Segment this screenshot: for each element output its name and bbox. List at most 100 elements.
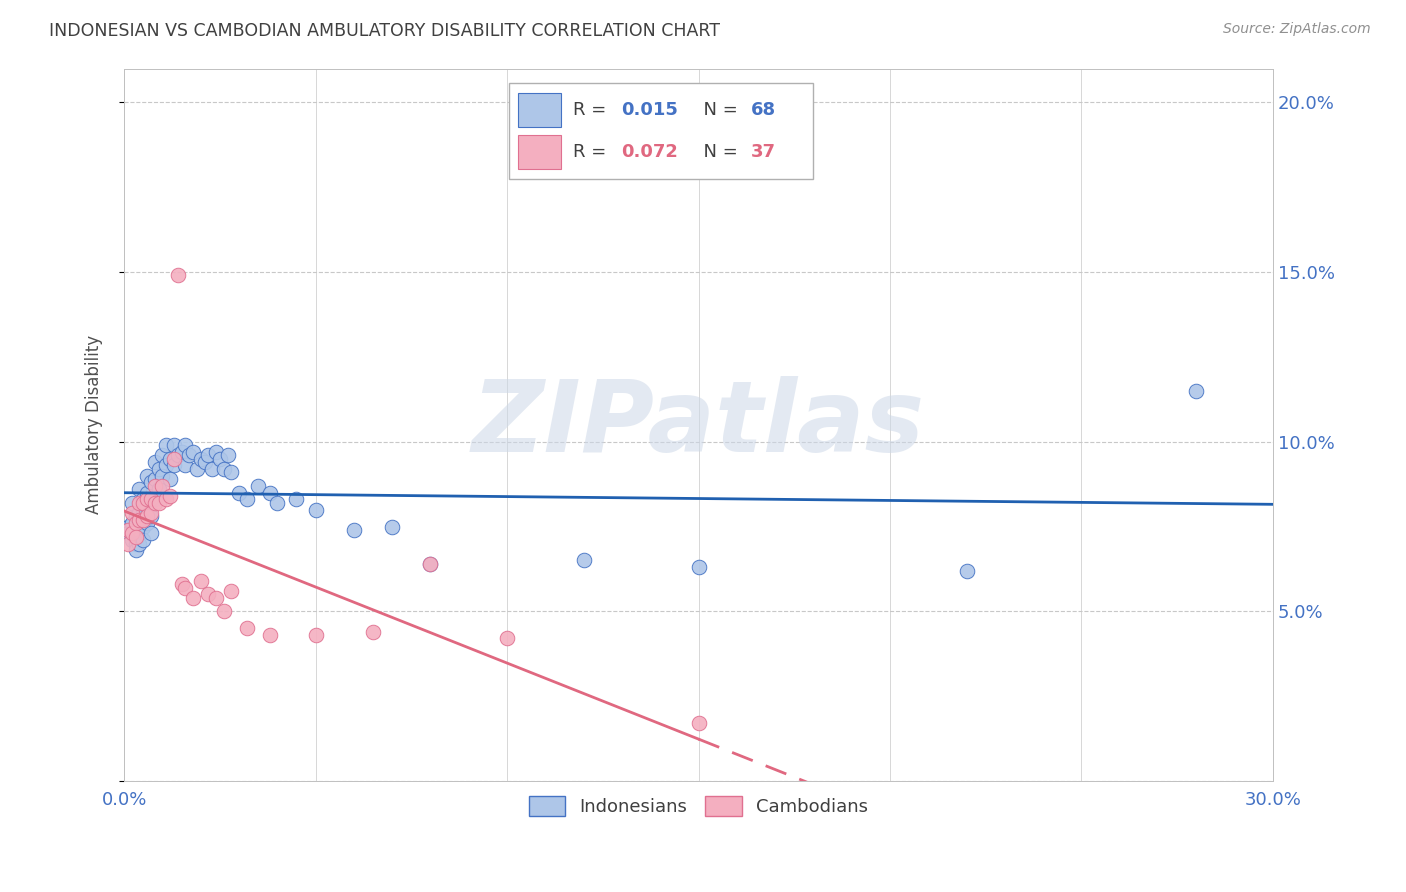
- Point: [193, 455, 215, 469]
- Point: [139, 492, 162, 507]
- Point: [124, 543, 146, 558]
- Point: [136, 499, 159, 513]
- Point: [170, 577, 193, 591]
- Point: [381, 519, 404, 533]
- Text: 68: 68: [751, 101, 776, 119]
- Point: [159, 489, 181, 503]
- Point: [139, 526, 162, 541]
- Point: [136, 468, 159, 483]
- Point: [136, 516, 159, 530]
- Point: [201, 462, 224, 476]
- Point: [132, 533, 155, 548]
- Point: [121, 496, 143, 510]
- Point: [132, 496, 155, 510]
- Text: 37: 37: [751, 143, 776, 161]
- Text: 0.015: 0.015: [621, 101, 678, 119]
- Point: [121, 506, 143, 520]
- Point: [304, 502, 326, 516]
- FancyBboxPatch shape: [517, 93, 561, 127]
- Point: [259, 485, 281, 500]
- Point: [572, 553, 595, 567]
- Point: [688, 560, 710, 574]
- Point: [212, 604, 235, 618]
- Point: [152, 468, 174, 483]
- Point: [148, 462, 170, 476]
- Point: [166, 268, 188, 283]
- Point: [190, 574, 212, 588]
- Y-axis label: Ambulatory Disability: Ambulatory Disability: [86, 335, 103, 515]
- Point: [117, 523, 139, 537]
- Point: [121, 526, 143, 541]
- Point: [174, 438, 197, 452]
- Point: [124, 536, 146, 550]
- Text: R =: R =: [572, 101, 612, 119]
- FancyBboxPatch shape: [509, 83, 814, 179]
- Text: 0.072: 0.072: [621, 143, 678, 161]
- Point: [155, 458, 177, 473]
- Text: INDONESIAN VS CAMBODIAN AMBULATORY DISABILITY CORRELATION CHART: INDONESIAN VS CAMBODIAN AMBULATORY DISAB…: [49, 22, 720, 40]
- Point: [235, 492, 257, 507]
- Point: [143, 455, 166, 469]
- Point: [190, 451, 212, 466]
- Point: [1185, 384, 1208, 398]
- Point: [124, 530, 146, 544]
- Point: [143, 492, 166, 507]
- Point: [228, 485, 250, 500]
- Point: [136, 492, 159, 507]
- Point: [221, 465, 243, 479]
- Point: [132, 506, 155, 520]
- Point: [197, 448, 219, 462]
- Point: [155, 438, 177, 452]
- Point: [361, 624, 384, 639]
- Point: [128, 496, 150, 510]
- Point: [205, 591, 228, 605]
- Point: [166, 448, 188, 462]
- Point: [419, 557, 441, 571]
- Point: [124, 523, 146, 537]
- Point: [148, 482, 170, 496]
- Point: [163, 451, 186, 466]
- Point: [121, 533, 143, 548]
- Point: [235, 621, 257, 635]
- Point: [170, 445, 193, 459]
- Point: [955, 564, 977, 578]
- Point: [128, 482, 150, 496]
- Point: [132, 513, 155, 527]
- Point: [152, 479, 174, 493]
- Point: [143, 496, 166, 510]
- Point: [343, 523, 366, 537]
- Text: ZIPatlas: ZIPatlas: [472, 376, 925, 474]
- Point: [132, 492, 155, 507]
- Point: [128, 513, 150, 527]
- Point: [136, 509, 159, 524]
- Text: Source: ZipAtlas.com: Source: ZipAtlas.com: [1223, 22, 1371, 37]
- Point: [181, 591, 204, 605]
- Point: [139, 506, 162, 520]
- Point: [132, 519, 155, 533]
- Point: [285, 492, 308, 507]
- Point: [221, 584, 243, 599]
- Point: [128, 523, 150, 537]
- Text: N =: N =: [692, 143, 744, 161]
- Point: [143, 472, 166, 486]
- Point: [174, 458, 197, 473]
- Point: [163, 458, 186, 473]
- Point: [186, 462, 208, 476]
- Point: [208, 451, 231, 466]
- Point: [128, 506, 150, 520]
- Point: [217, 448, 239, 462]
- Text: R =: R =: [572, 143, 612, 161]
- Point: [152, 448, 174, 462]
- Point: [179, 448, 201, 462]
- Point: [128, 536, 150, 550]
- Text: N =: N =: [692, 101, 744, 119]
- Point: [266, 496, 288, 510]
- Point: [117, 536, 139, 550]
- Point: [117, 519, 139, 533]
- Point: [419, 557, 441, 571]
- FancyBboxPatch shape: [517, 136, 561, 169]
- Point: [143, 479, 166, 493]
- Point: [259, 628, 281, 642]
- Point: [117, 526, 139, 541]
- Point: [304, 628, 326, 642]
